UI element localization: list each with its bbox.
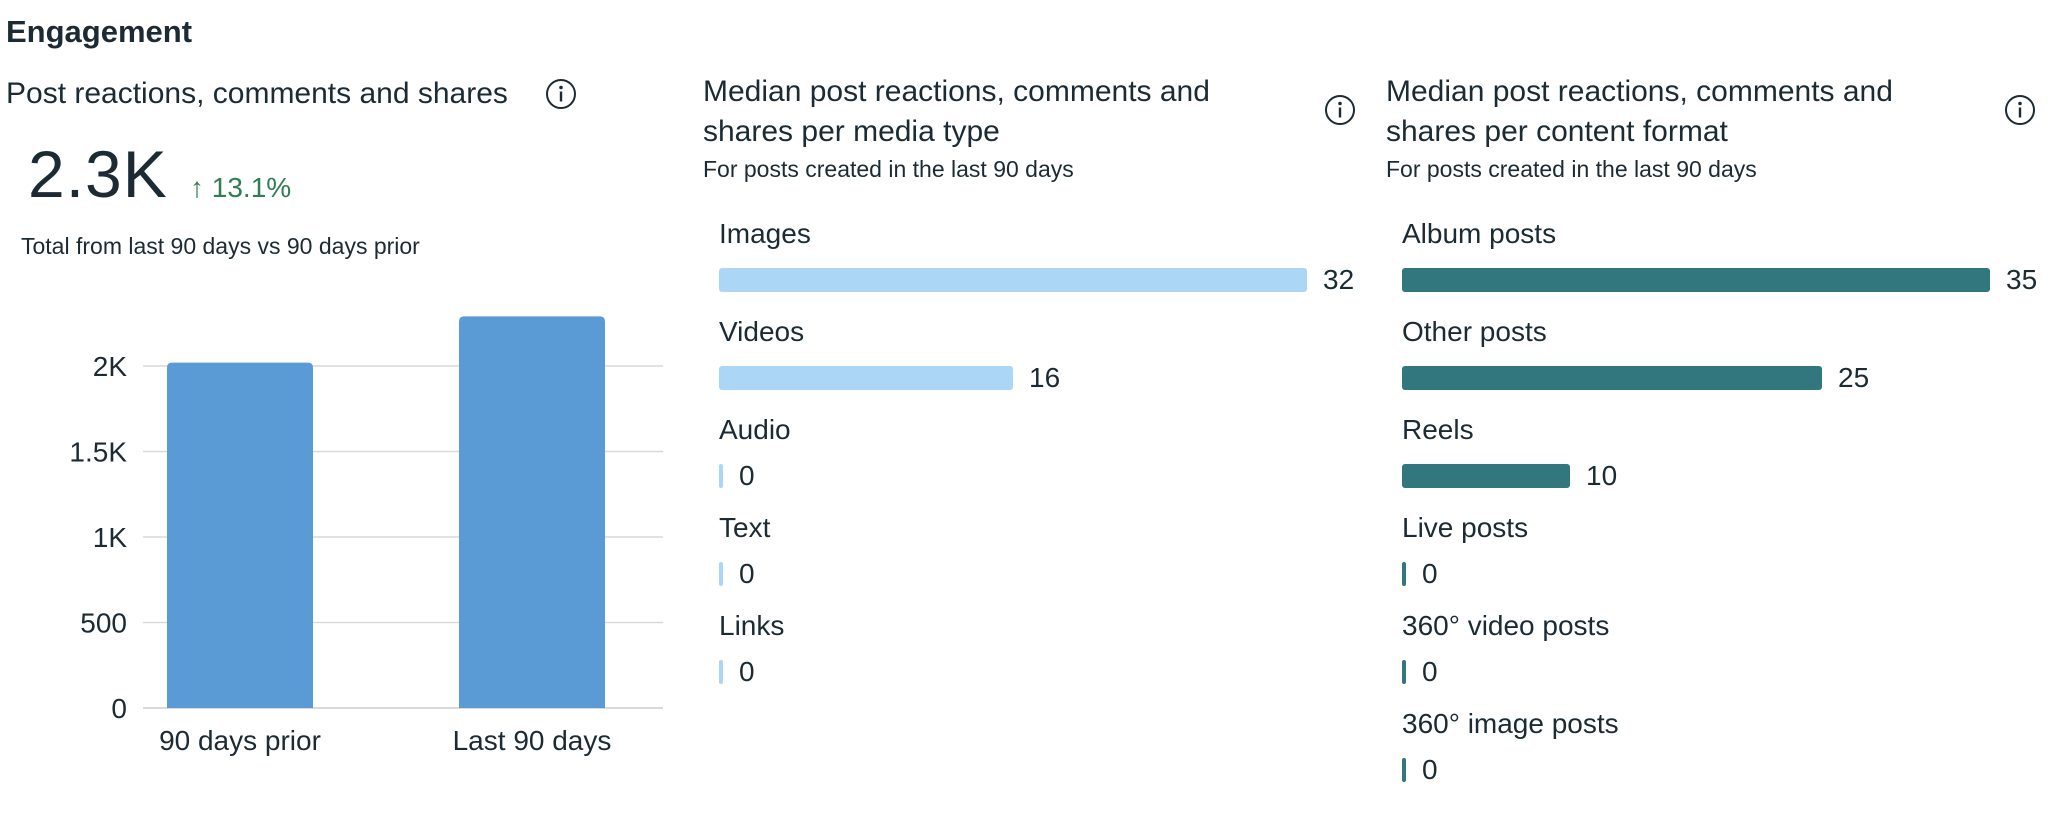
bar-category-label: Live posts: [1402, 512, 1529, 543]
bar[interactable]: [1402, 562, 1406, 586]
y-tick-label: 2K: [93, 351, 128, 382]
bar[interactable]: [719, 562, 723, 586]
y-tick-label: 500: [80, 608, 127, 639]
bar-value-label: 25: [1838, 362, 1870, 393]
bar-category-label: Album posts: [1402, 218, 1557, 249]
y-tick-label: 0: [111, 693, 127, 724]
panel3-subtitle: For posts created in the last 90 days: [1386, 156, 1757, 182]
bar[interactable]: [1402, 268, 1990, 292]
bar-category-label: Reels: [1402, 414, 1474, 445]
total-caption: Total from last 90 days vs 90 days prior: [21, 233, 420, 259]
bar-category-label: Videos: [719, 316, 805, 347]
bar-value-label: 0: [739, 460, 755, 491]
bar[interactable]: [719, 660, 723, 684]
y-tick-label: 1.5K: [69, 437, 127, 468]
info-icon[interactable]: [545, 78, 577, 110]
panel2-title-line1: Median post reactions, comments and: [703, 75, 1210, 108]
bar[interactable]: [719, 464, 723, 488]
change-percent: 13.1%: [211, 172, 292, 203]
y-tick-label: 1K: [93, 522, 128, 553]
info-icon[interactable]: [2004, 94, 2036, 126]
section-title: Engagement: [6, 14, 193, 49]
bar[interactable]: [1402, 660, 1406, 684]
content-format-bar-list: Album posts 35 Other posts 25 Reels 10 Live po…: [1402, 218, 2052, 798]
bar[interactable]: [719, 268, 1307, 292]
bar-category-label: Links: [719, 610, 785, 641]
bar[interactable]: [1402, 464, 1570, 488]
panel3-title: Median post reactions, comments and shar…: [1386, 72, 1893, 152]
arrow-up-icon: ↑: [190, 172, 204, 203]
panel3-title-line2: shares per content format: [1386, 115, 1728, 148]
column-bar[interactable]: [459, 316, 605, 708]
bar[interactable]: [1402, 366, 1822, 390]
bar[interactable]: [1402, 758, 1406, 782]
bar-value-label: 0: [739, 656, 755, 687]
bar-value-label: 0: [739, 558, 755, 589]
bar-value-label: 0: [1422, 558, 1438, 589]
bar-category-label: Text: [719, 512, 771, 543]
column-bar[interactable]: [167, 362, 313, 708]
panel2-title: Median post reactions, comments and shar…: [703, 72, 1210, 152]
bar-value-label: 35: [2006, 264, 2038, 295]
column-chart: 0 500 1K 1.5K 2K 90 days prior Last 90 days: [69, 316, 663, 756]
info-icon[interactable]: [1324, 94, 1356, 126]
media-type-bar-list: Images 32 Videos 16 Audio 0 Text 0 Links 0: [719, 218, 1379, 698]
change-indicator: ↑ 13.1%: [190, 172, 291, 204]
bar-value-label: 0: [1422, 656, 1438, 687]
x-tick-label: Last 90 days: [453, 725, 612, 756]
panel2-title-line2: shares per media type: [703, 115, 1000, 148]
x-tick-label: 90 days prior: [159, 725, 321, 756]
bar-value-label: 32: [1323, 264, 1355, 295]
total-value: 2.3K: [28, 137, 168, 211]
bar-category-label: 360° image posts: [1402, 708, 1619, 739]
bar-category-label: Other posts: [1402, 316, 1547, 347]
bar-category-label: 360° video posts: [1402, 610, 1610, 641]
panel1-title: Post reactions, comments and shares: [6, 77, 508, 110]
bar-value-label: 10: [1586, 460, 1618, 491]
bar-category-label: Images: [719, 218, 811, 249]
panel3-title-line1: Median post reactions, comments and: [1386, 75, 1893, 108]
bar-category-label: Audio: [719, 414, 791, 445]
bar-value-label: 16: [1029, 362, 1061, 393]
bar-value-label: 0: [1422, 754, 1438, 785]
bar[interactable]: [719, 366, 1013, 390]
panel2-subtitle: For posts created in the last 90 days: [703, 156, 1074, 182]
